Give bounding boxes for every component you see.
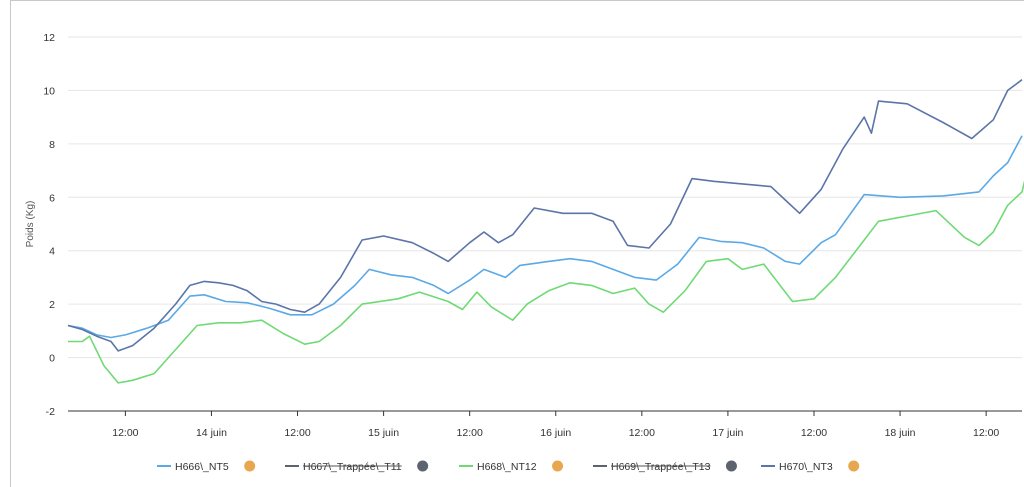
x-tick-label: 16 juin <box>540 427 571 439</box>
legend-label: H668\_NT12 <box>477 461 537 473</box>
series-line-2 <box>68 180 1024 384</box>
x-tick-label: 12:00 <box>457 427 483 439</box>
y-tick-label: 10 <box>43 85 55 97</box>
y-axis-label: Poids (Kg) <box>25 201 36 248</box>
legend-label: H667\_Trappée\_T11 <box>303 461 402 473</box>
y-tick-label: 8 <box>49 139 55 151</box>
x-tick-label: 12:00 <box>973 427 999 439</box>
legend-status-dot <box>244 460 256 472</box>
legend-status-dot <box>725 460 737 472</box>
y-tick-label: 2 <box>49 299 55 311</box>
series-line-0 <box>67 135 1023 339</box>
chart-panel <box>10 0 1024 487</box>
y-tick-label: 4 <box>49 246 55 258</box>
legend-status-dot <box>417 460 429 472</box>
x-tick-label: 14 juin <box>196 427 227 439</box>
y-tick-label: 6 <box>49 192 55 204</box>
y-tick-label: 12 <box>43 32 55 44</box>
x-tick-label: 18 juin <box>885 427 916 439</box>
legend-label: H669\_Trappée\_T13 <box>611 461 711 473</box>
x-tick-label: 15 juin <box>368 427 399 439</box>
x-tick-label: 12:00 <box>629 427 655 439</box>
x-tick-label: 12:00 <box>801 427 827 439</box>
x-tick-label: 12:00 <box>284 427 310 439</box>
legend-status-dot <box>552 460 564 472</box>
x-tick-label: 17 juin <box>712 427 743 439</box>
y-tick-label: -2 <box>46 406 55 418</box>
legend-status-dot <box>848 460 860 472</box>
legend-label: H666\_NT5 <box>175 461 229 473</box>
legend-label: H670\_NT3 <box>779 461 833 473</box>
x-tick-label: 12:00 <box>112 427 138 439</box>
series-line-4 <box>67 79 1023 352</box>
y-tick-label: 0 <box>49 353 55 365</box>
